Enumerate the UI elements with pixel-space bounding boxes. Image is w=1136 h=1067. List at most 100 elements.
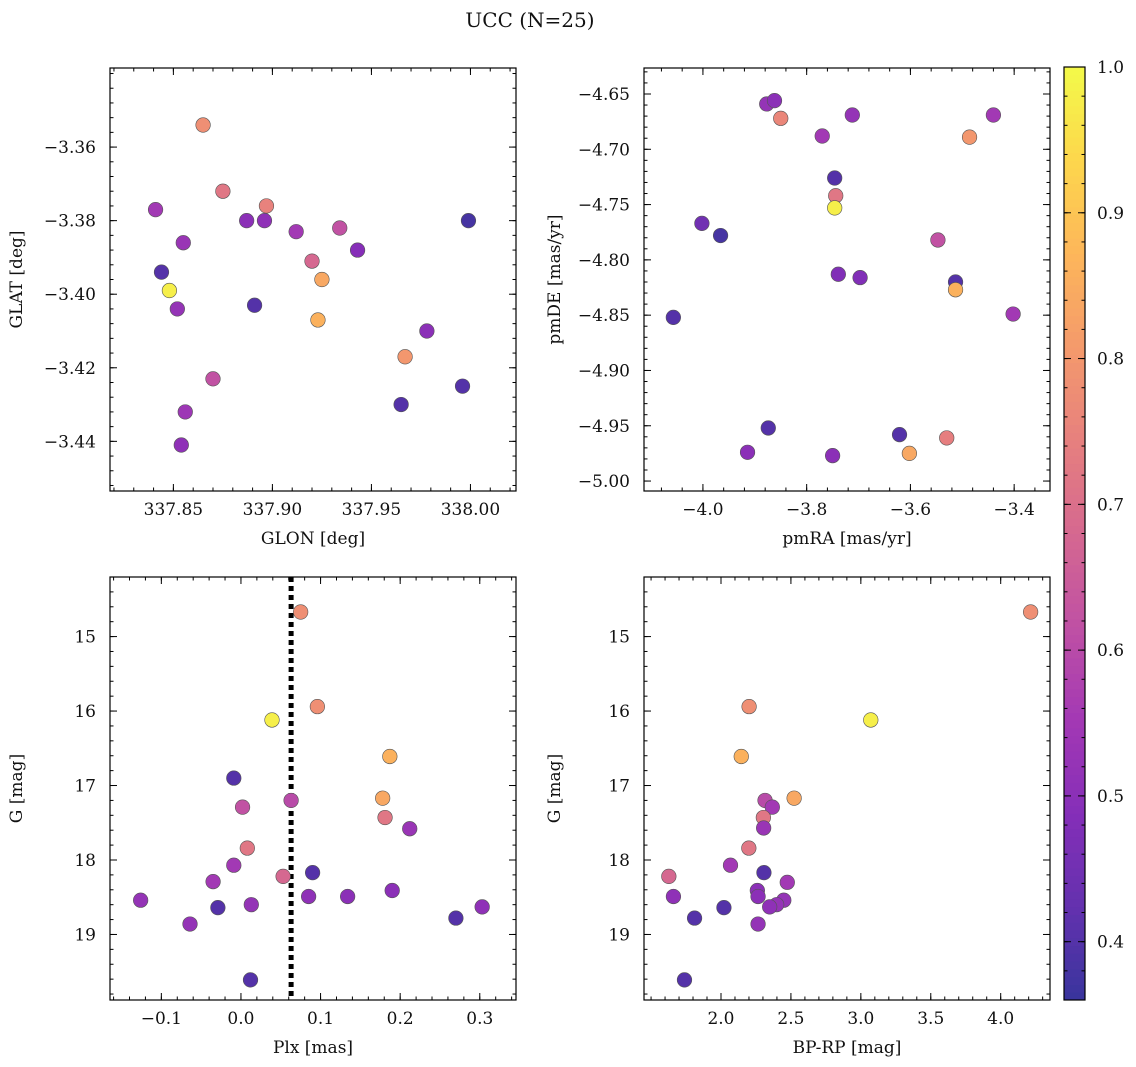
- colorbar-tick-label: 0.9: [1097, 204, 1124, 224]
- data-point: [177, 404, 193, 420]
- panel-pmra-pmde: −4.0 −3.8 −3.6 −3.4 −4.65 −4.70 −4.75 −4.80 −4.8…: [545, 67, 1051, 549]
- y-tick-label: 16: [74, 702, 96, 722]
- panel-plx-g: −0.1 0.0 0.1 0.2 0.3 15 16 17 18 19 Plx [mas] G [ma…: [7, 576, 517, 1058]
- data-point: [716, 900, 732, 916]
- data-point: [147, 202, 164, 218]
- data-point: [844, 107, 860, 123]
- y-tick-label: −4.70: [578, 140, 630, 160]
- x-tick-label: 3.0: [847, 1009, 874, 1029]
- data-point: [288, 224, 304, 240]
- data-point: [939, 430, 955, 446]
- colorbar-segment: [1064, 424, 1085, 433]
- colorbar-segment: [1064, 315, 1085, 325]
- colorbar-segment: [1064, 937, 1085, 947]
- colorbar-segment: [1064, 525, 1085, 534]
- data-point: [947, 282, 964, 298]
- y-tick-label: 18: [608, 851, 630, 871]
- data-point: [733, 748, 749, 765]
- colorbar-segment: [1064, 478, 1085, 488]
- colorbar-segment: [1064, 416, 1085, 426]
- y-tick-label: 19: [74, 925, 96, 945]
- colorbar-segment: [1064, 634, 1085, 643]
- colorbar-segment: [1064, 851, 1085, 861]
- data-point: [686, 910, 703, 926]
- data-point: [852, 269, 868, 286]
- x-axis-label: BP-RP [mag]: [793, 1038, 902, 1058]
- colorbar-segment: [1064, 750, 1085, 760]
- data-point: [258, 198, 275, 214]
- colorbar-segment: [1064, 665, 1085, 674]
- colorbar-segment: [1064, 602, 1085, 612]
- data-point: [239, 840, 255, 856]
- colorbar-segment: [1064, 960, 1085, 970]
- colorbar-segment: [1064, 66, 1085, 76]
- data-point: [756, 865, 772, 881]
- data-point: [827, 200, 843, 216]
- y-axis-label: G [mag]: [545, 754, 565, 823]
- data-point: [382, 748, 398, 765]
- data-point: [762, 899, 778, 915]
- x-axis-label: pmRA [mas/yr]: [782, 529, 911, 549]
- colorbar-segment: [1064, 330, 1085, 340]
- colorbar-segment: [1064, 284, 1085, 293]
- data-point: [760, 420, 776, 436]
- colorbar-segment: [1064, 338, 1085, 348]
- y-tick-label: −4.90: [578, 361, 630, 381]
- colorbar-segment: [1064, 276, 1085, 286]
- colorbar-segment: [1064, 812, 1085, 822]
- colorbar-segment: [1064, 564, 1085, 573]
- colorbar-segment: [1064, 875, 1085, 884]
- x-tick-label: 2.5: [777, 1009, 804, 1029]
- y-axis-label: pmDE [mas/yr]: [545, 214, 565, 344]
- data-point: [205, 873, 221, 890]
- data-point: [377, 809, 393, 826]
- colorbar-segment: [1064, 517, 1085, 527]
- colorbar-segment: [1064, 688, 1085, 698]
- data-point: [242, 972, 259, 988]
- x-tick-label: −3.6: [890, 500, 931, 520]
- colorbar-segment: [1064, 198, 1085, 208]
- colorbar-segment: [1064, 501, 1085, 511]
- colorbar-segment: [1064, 206, 1085, 216]
- x-tick-label: 0.1: [307, 1009, 334, 1029]
- x-tick-label: −3.8: [786, 500, 827, 520]
- colorbar-segment: [1064, 323, 1085, 332]
- data-point: [764, 799, 780, 815]
- colorbar-segment: [1064, 400, 1085, 410]
- y-tick-label: −4.95: [578, 417, 630, 437]
- colorbar-segment: [1064, 805, 1085, 814]
- y-tick-label: −3.44: [44, 432, 96, 452]
- colorbar-segment: [1064, 214, 1085, 223]
- colorbar-segment: [1064, 991, 1085, 1001]
- colorbar: 0.4 0.5 0.6 0.7 0.8 0.9 1.0: [1063, 58, 1124, 1001]
- colorbar-segment: [1064, 190, 1085, 200]
- data-point: [474, 899, 490, 915]
- data-point: [283, 792, 299, 809]
- colorbar-segment: [1064, 97, 1085, 107]
- colorbar-segment: [1064, 766, 1085, 776]
- colorbar-segment: [1064, 120, 1085, 130]
- colorbar-segment: [1064, 618, 1085, 628]
- data-point: [264, 712, 280, 728]
- colorbar-tick-label: 0.4: [1097, 933, 1124, 953]
- data-point: [175, 235, 191, 251]
- colorbar-segment: [1064, 711, 1085, 721]
- data-point: [1005, 306, 1021, 322]
- data-point: [340, 888, 356, 905]
- x-tick-label: 337.95: [342, 500, 401, 520]
- colorbar-segment: [1064, 509, 1085, 519]
- colorbar-segment: [1064, 789, 1085, 799]
- colorbar-segment: [1064, 74, 1085, 84]
- colorbar-segment: [1064, 906, 1085, 915]
- colorbar-segment: [1064, 299, 1085, 309]
- colorbar-segment: [1064, 268, 1085, 278]
- colorbar-segment: [1064, 439, 1085, 449]
- data-point: [773, 110, 789, 126]
- data-point: [930, 232, 946, 248]
- data-point: [226, 770, 242, 786]
- data-point: [226, 857, 242, 873]
- data-point: [694, 215, 710, 231]
- colorbar-segment: [1064, 556, 1085, 566]
- data-point: [891, 427, 908, 443]
- x-tick-label: −3.4: [994, 500, 1035, 520]
